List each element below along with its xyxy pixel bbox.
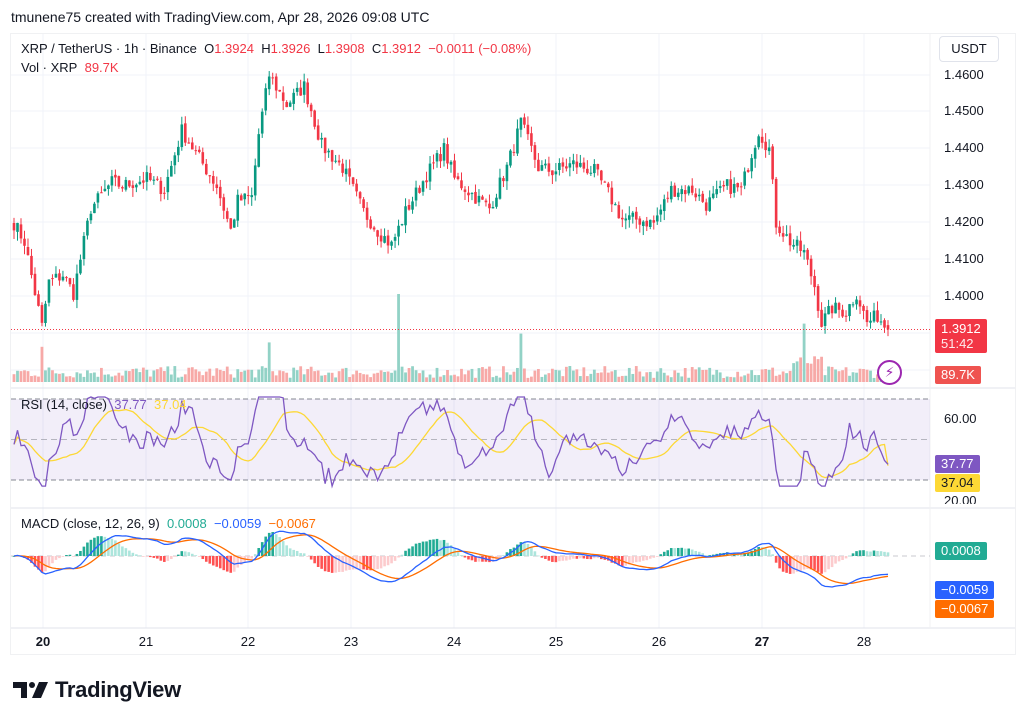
chart-credit: tmunene75 created with TradingView.com, … — [11, 9, 430, 25]
rsi-tag: 37.77 — [935, 455, 980, 473]
tradingview-logo-text: TradingView — [55, 677, 181, 702]
rsi-ma-value: 37.04 — [154, 397, 187, 412]
time-axis-label: 25 — [548, 634, 564, 649]
high-value: 1.3926 — [270, 41, 311, 56]
time-axis-label: 23 — [343, 634, 359, 649]
price-axis-label: 1.4100 — [944, 251, 984, 266]
time-axis-label: 22 — [240, 634, 256, 649]
macd-line-tag: −0.0059 — [935, 581, 995, 599]
open-label: O — [204, 41, 215, 56]
low-label: L — [317, 41, 325, 56]
macd-hist-value: 0.0008 — [166, 516, 207, 531]
time-axis-label: 27 — [754, 634, 770, 649]
currency-button[interactable]: USDT — [939, 36, 999, 62]
close-value: 1.3912 — [381, 41, 421, 56]
tradingview-logo-icon — [13, 682, 48, 698]
high-label: H — [261, 41, 271, 56]
rsi-ma-tag: 37.04 — [935, 474, 980, 492]
price-axis-label: 1.4200 — [944, 214, 984, 229]
rsi-axis-60: 60.00 — [944, 411, 977, 426]
macd-signal-value: −0.0067 — [268, 516, 316, 531]
chart-frame — [10, 33, 1016, 655]
time-axis-label: 28 — [856, 634, 872, 649]
price-axis-label: 1.4400 — [944, 140, 984, 155]
macd-hist-tag: 0.0008 — [935, 542, 987, 560]
volume-tag: 89.7K — [935, 366, 981, 384]
last-price-value: 1.3912 — [941, 321, 981, 336]
macd-signal-tag: −0.0067 — [935, 600, 995, 618]
macd-line-value: −0.0059 — [213, 516, 262, 531]
low-value: 1.3908 — [324, 41, 365, 56]
symbol-legend: XRP / TetherUS · 1h · Binance O1.3924 H1… — [21, 41, 531, 56]
price-axis-label: 1.4600 — [944, 67, 984, 82]
macd-legend: MACD (close, 12, 26, 9) 0.0008 −0.0059 −… — [21, 516, 316, 531]
macd-label[interactable]: MACD (close, 12, 26, 9) — [21, 516, 160, 531]
open-value: 1.3924 — [214, 41, 254, 56]
price-axis-label: 1.4500 — [944, 103, 984, 118]
lightning-icon[interactable]: ⚡︎ — [877, 360, 902, 385]
last-price-tag: 1.3912 51:42 — [935, 319, 987, 353]
change-value: −0.0011 (−0.08%) — [428, 41, 532, 56]
rsi-legend: RSI (14, close) 37.77 37.04 — [21, 397, 187, 412]
rsi-label[interactable]: RSI (14, close) — [21, 397, 107, 412]
tradingview-logo[interactable]: TradingView — [13, 677, 181, 703]
time-axis-label: 21 — [138, 634, 154, 649]
symbol-title[interactable]: XRP / TetherUS · 1h · Binance — [21, 41, 197, 56]
volume-label[interactable]: Vol · XRP — [21, 60, 78, 75]
bar-countdown: 51:42 — [941, 336, 974, 351]
rsi-axis-20: 20.00 — [944, 493, 977, 504]
time-axis-label: 24 — [446, 634, 462, 649]
volume-legend: Vol · XRP 89.7K — [21, 60, 119, 75]
time-axis-label: 26 — [651, 634, 667, 649]
price-axis-label: 1.4300 — [944, 177, 984, 192]
rsi-value: 37.77 — [114, 397, 147, 412]
close-label: C — [371, 41, 382, 56]
time-axis-label: 20 — [35, 634, 51, 649]
volume-value: 89.7K — [84, 60, 119, 75]
price-axis-label: 1.4000 — [944, 288, 984, 303]
